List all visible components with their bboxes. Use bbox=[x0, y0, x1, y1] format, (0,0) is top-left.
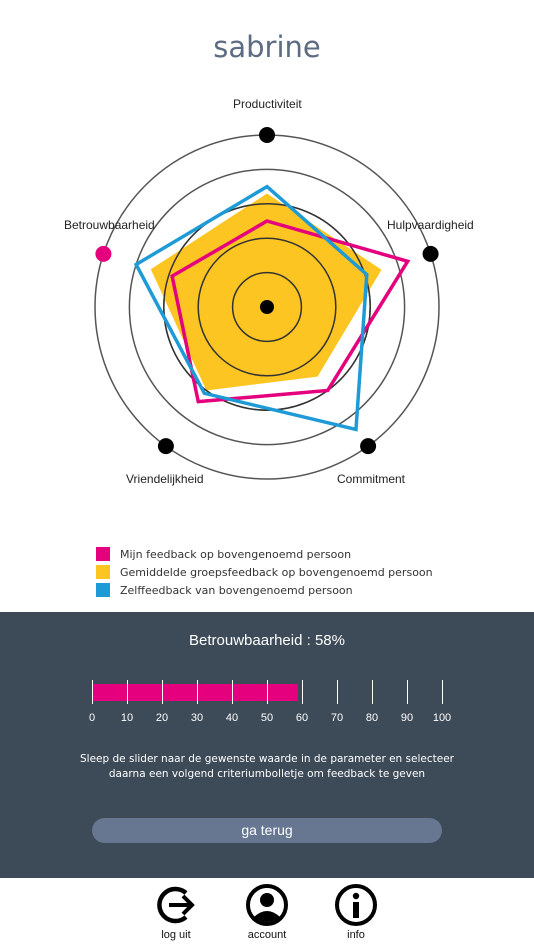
info-button[interactable]: info bbox=[326, 883, 386, 941]
axis-label-commitment: Commitment bbox=[337, 472, 406, 486]
series-polygon-zelffeedback bbox=[133, 184, 369, 432]
logout-button[interactable]: log uit bbox=[146, 883, 206, 941]
logout-label: log uit bbox=[161, 929, 191, 941]
info-label: info bbox=[347, 929, 365, 941]
slider-tick bbox=[301, 680, 303, 704]
criterium-dot-vriendelijkheid[interactable] bbox=[157, 438, 174, 455]
legend-label: Mijn feedback op bovengenoemd persoon bbox=[120, 547, 352, 561]
grid-ring-overlay-3 bbox=[163, 203, 371, 411]
slider-tick bbox=[406, 680, 408, 704]
legend-swatch bbox=[96, 547, 110, 561]
slider-tick-label: 70 bbox=[330, 712, 344, 724]
grid-ring-4 bbox=[128, 168, 406, 446]
slider-fill bbox=[92, 684, 298, 701]
slider-tick bbox=[196, 680, 198, 704]
legend-item-mijn-feedback: Mijn feedback op bovengenoemd persoon bbox=[96, 545, 433, 563]
page-title: sabrine bbox=[213, 30, 321, 64]
legend-item-groepsfeedback: Gemiddelde groepsfeedback op bovengenoem… bbox=[96, 563, 433, 581]
grid-ring-overlay-1 bbox=[231, 271, 303, 343]
slider-tick-label: 50 bbox=[260, 712, 274, 724]
axis-label-betrouwbaarheid: Betrouwbaarheid bbox=[64, 218, 155, 232]
legend-label: Zelffeedback van bovengenoemd persoon bbox=[120, 583, 353, 597]
back-button[interactable]: ga terug bbox=[92, 818, 442, 843]
slider-tick-label: 100 bbox=[432, 712, 452, 724]
center-dot bbox=[260, 300, 274, 314]
value-slider[interactable] bbox=[91, 680, 443, 704]
instruction-text: Sleep de slider naar de gewenste waarde … bbox=[0, 752, 534, 782]
slider-tick-label: 40 bbox=[225, 712, 239, 724]
series-polygon-groepsfeedback bbox=[150, 193, 382, 391]
slider-tick-label: 90 bbox=[400, 712, 414, 724]
instruction-line: daarna een volgend criteriumbolletje om … bbox=[108, 768, 426, 780]
legend-swatch bbox=[96, 583, 110, 597]
slider-tick bbox=[231, 680, 233, 704]
slider-tick-label: 30 bbox=[190, 712, 204, 724]
slider-tick-label: 80 bbox=[365, 712, 379, 724]
account-label: account bbox=[247, 929, 287, 941]
legend-label: Gemiddelde groepsfeedback op bovengenoem… bbox=[120, 565, 433, 579]
account-icon bbox=[246, 884, 288, 926]
parameter-title: Betrouwbaarheid : 58% bbox=[189, 632, 345, 649]
slider-tick-label: 10 bbox=[120, 712, 134, 724]
slider-tick bbox=[266, 680, 268, 704]
bottom-nav: log uit account info bbox=[0, 878, 534, 950]
info-icon bbox=[335, 884, 377, 926]
axis-label-hulpvaardigheid: Hulpvaardigheid bbox=[387, 218, 474, 232]
criterium-dot-commitment[interactable] bbox=[360, 438, 377, 455]
logout-icon bbox=[157, 886, 195, 924]
account-button[interactable]: account bbox=[237, 883, 297, 941]
slider-tick-label: 0 bbox=[88, 712, 96, 724]
criterium-dot-hulpvaardigheid[interactable] bbox=[422, 245, 439, 262]
slider-tick bbox=[441, 680, 443, 704]
series-polygon-mijn-feedback bbox=[170, 219, 411, 404]
slider-tick-label: 60 bbox=[295, 712, 309, 724]
chart-legend: Mijn feedback op bovengenoemd persoon Ge… bbox=[96, 545, 433, 599]
slider-tick bbox=[126, 680, 128, 704]
legend-item-zelffeedback: Zelffeedback van bovengenoemd persoon bbox=[96, 581, 433, 599]
slider-tick bbox=[371, 680, 373, 704]
axis-label-productiviteit: Productiviteit bbox=[233, 97, 302, 111]
slider-tick-label: 20 bbox=[155, 712, 169, 724]
instruction-line: Sleep de slider naar de gewenste waarde … bbox=[80, 753, 454, 765]
criterium-dot-betrouwbaarheid[interactable] bbox=[95, 245, 112, 262]
legend-swatch bbox=[96, 565, 110, 579]
criterium-dot-productiviteit[interactable] bbox=[259, 127, 275, 143]
axis-label-vriendelijkheid: Vriendelijkheid bbox=[126, 472, 204, 486]
slider-tick bbox=[91, 680, 93, 704]
slider-tick bbox=[161, 680, 163, 704]
slider-tick bbox=[336, 680, 338, 704]
radar-chart bbox=[94, 127, 440, 480]
grid-ring-overlay-2 bbox=[197, 237, 337, 377]
